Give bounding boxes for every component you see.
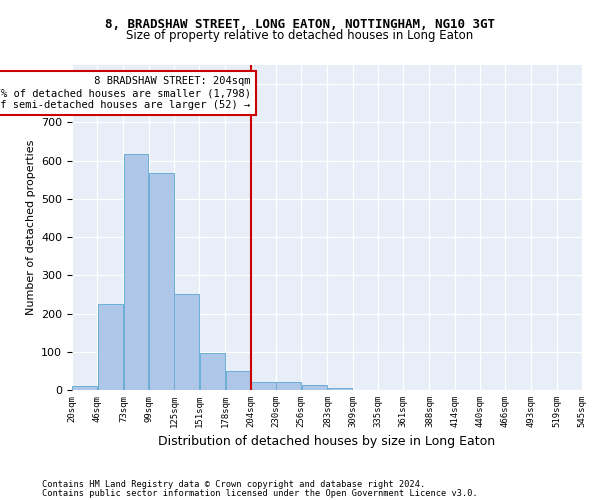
- Bar: [277, 382, 301, 390]
- Text: Contains public sector information licensed under the Open Government Licence v3: Contains public sector information licen…: [42, 488, 478, 498]
- Text: Contains HM Land Registry data © Crown copyright and database right 2024.: Contains HM Land Registry data © Crown c…: [42, 480, 425, 489]
- Bar: [124, 154, 148, 390]
- Bar: [302, 386, 327, 390]
- Y-axis label: Number of detached properties: Number of detached properties: [26, 140, 35, 315]
- Bar: [200, 353, 225, 390]
- X-axis label: Distribution of detached houses by size in Long Eaton: Distribution of detached houses by size …: [158, 436, 496, 448]
- Bar: [328, 388, 352, 390]
- Bar: [175, 294, 199, 390]
- Text: Size of property relative to detached houses in Long Eaton: Size of property relative to detached ho…: [127, 29, 473, 42]
- Bar: [73, 386, 97, 390]
- Text: 8, BRADSHAW STREET, LONG EATON, NOTTINGHAM, NG10 3GT: 8, BRADSHAW STREET, LONG EATON, NOTTINGH…: [105, 18, 495, 30]
- Text: 8 BRADSHAW STREET: 204sqm
← 97% of detached houses are smaller (1,798)
 3% of se: 8 BRADSHAW STREET: 204sqm ← 97% of detac…: [0, 76, 251, 110]
- Bar: [149, 173, 173, 390]
- Bar: [98, 304, 123, 390]
- Bar: [251, 382, 275, 390]
- Bar: [226, 371, 250, 390]
